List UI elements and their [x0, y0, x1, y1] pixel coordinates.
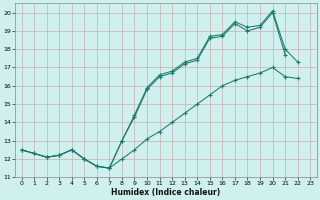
X-axis label: Humidex (Indice chaleur): Humidex (Indice chaleur) [111, 188, 220, 197]
